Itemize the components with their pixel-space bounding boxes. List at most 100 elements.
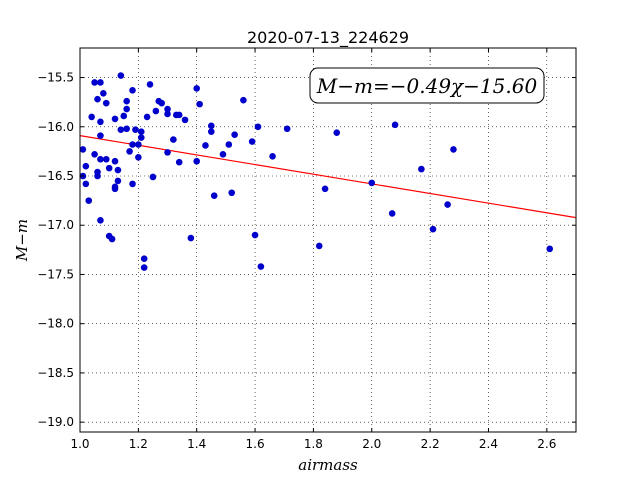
data-point (97, 132, 104, 139)
data-point (100, 89, 107, 97)
data-point (187, 234, 195, 242)
data-point (120, 112, 128, 120)
data-point (137, 128, 145, 135)
data-point (175, 158, 183, 166)
data-point (129, 87, 136, 94)
data-point (450, 146, 457, 153)
data-point (207, 122, 215, 130)
data-point (444, 201, 451, 208)
data-point (248, 138, 256, 145)
data-point (193, 85, 201, 92)
data-point (140, 264, 148, 271)
data-point (79, 146, 87, 153)
data-point (135, 141, 142, 148)
gridlines (79, 48, 576, 432)
fit-line-group (79, 135, 577, 219)
data-point (164, 105, 171, 113)
data-point (225, 141, 233, 148)
data-point (193, 157, 201, 165)
y-tick-label: −15.5 (37, 71, 74, 85)
data-point (257, 263, 265, 270)
data-point (181, 116, 189, 124)
data-point (88, 113, 95, 121)
data-point (196, 100, 203, 108)
data-point (126, 148, 133, 155)
data-point (175, 111, 183, 119)
data-point (170, 136, 177, 143)
data-point (228, 189, 236, 197)
data-point (158, 99, 165, 107)
data-point (207, 128, 215, 135)
data-point (123, 105, 130, 113)
x-axis-label: airmass (298, 456, 358, 474)
data-point (97, 118, 104, 126)
data-point (94, 95, 101, 103)
y-tick-label: −18.5 (37, 366, 74, 380)
data-point (321, 185, 329, 193)
data-point (97, 217, 104, 224)
data-point (82, 180, 90, 188)
x-tick-label: 1.8 (304, 437, 323, 451)
data-point (82, 162, 90, 170)
data-point (132, 126, 139, 134)
plot-frame (79, 47, 577, 433)
data-point (231, 131, 238, 138)
y-tick-label: −19.0 (37, 415, 74, 429)
data-point (202, 142, 209, 149)
x-tick-label: 1.4 (187, 437, 206, 451)
x-tick-label: 2.0 (362, 437, 381, 451)
data-point (117, 72, 125, 79)
data-point (283, 125, 291, 133)
data-point (219, 151, 227, 158)
data-point (388, 210, 396, 217)
data-point (164, 110, 171, 118)
data-point (140, 255, 148, 263)
data-point (135, 153, 142, 161)
fit-line (79, 135, 577, 219)
data-point (546, 245, 554, 253)
data-point (123, 97, 130, 105)
data-point (108, 235, 116, 243)
x-tick-label: 1.6 (246, 437, 265, 451)
data-point (111, 157, 119, 165)
y-axis-label: M−m (13, 219, 31, 262)
x-tick-label: 2.2 (421, 437, 440, 451)
data-point (117, 126, 125, 134)
data-point (333, 129, 341, 136)
data-point (111, 115, 119, 123)
y-tick-label: −16.0 (37, 120, 74, 134)
y-tick-label: −18.0 (37, 317, 74, 331)
data-point (143, 113, 151, 121)
equation-box (309, 67, 545, 104)
data-point (85, 197, 93, 204)
data-point (251, 231, 259, 239)
data-point (91, 79, 98, 86)
data-points (79, 72, 554, 271)
x-tick-label: 2.4 (479, 437, 498, 451)
data-point (129, 180, 136, 188)
data-point (102, 99, 110, 107)
data-point (97, 79, 104, 86)
data-point (429, 225, 437, 233)
fit-equation: M−m=−0.49χ−15.60 (316, 74, 538, 98)
y-tick-label: −17.5 (37, 267, 74, 281)
data-point (137, 134, 145, 141)
data-point (315, 242, 323, 250)
data-point (111, 183, 119, 191)
data-point (105, 164, 113, 172)
data-point (114, 177, 122, 185)
y-tick-label: −17.0 (37, 218, 74, 232)
data-point (129, 141, 136, 148)
data-point (210, 192, 218, 199)
data-point (146, 81, 154, 88)
axis-ticks: 1.0 1.2 1.4 1.6 1.8 2.0 2.2 2.4 2.6 −15.5 −16.0 −16… (37, 48, 576, 451)
data-point (102, 155, 110, 163)
x-tick-label: 2.6 (537, 437, 556, 451)
data-point (149, 173, 157, 181)
data-point (254, 123, 262, 131)
data-point (94, 168, 101, 176)
y-tick-label: −16.5 (37, 169, 74, 183)
data-point (164, 149, 171, 156)
x-tick-label: 1.2 (129, 437, 148, 451)
chart-title: 2020-07-13_224629 (247, 28, 409, 48)
